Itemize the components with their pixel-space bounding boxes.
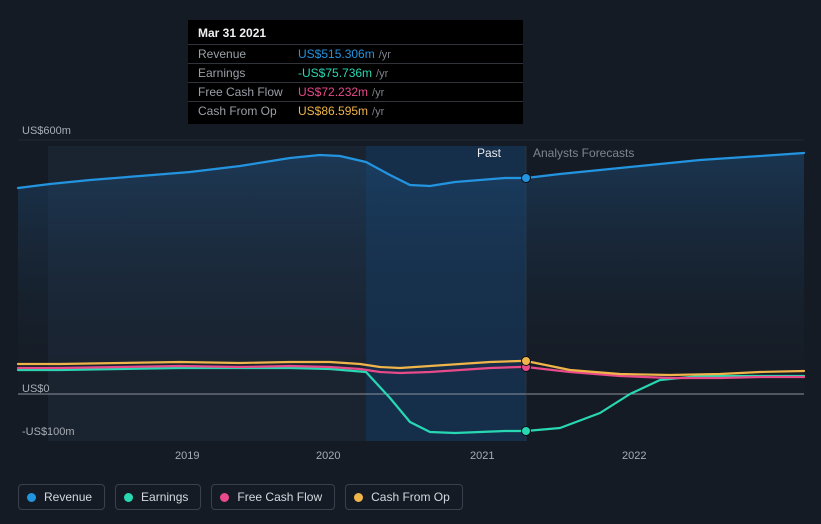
tooltip-row-unit: /yr (372, 106, 384, 118)
tooltip-row: Cash From OpUS$86.595m/yr (188, 101, 523, 120)
y-axis-tick: US$0 (22, 383, 50, 395)
x-axis-tick: 2020 (316, 450, 340, 462)
financial-chart: Mar 31 2021 RevenueUS$515.306m/yrEarning… (0, 0, 821, 524)
tooltip-row-label: Cash From Op (198, 104, 298, 118)
legend-label: Earnings (141, 490, 188, 504)
legend-item-fcf[interactable]: Free Cash Flow (211, 484, 335, 510)
legend-dot (354, 493, 363, 502)
y-axis-tick: -US$100m (22, 426, 75, 438)
tooltip-row-unit: /yr (372, 87, 384, 99)
x-axis-tick: 2022 (622, 450, 646, 462)
legend-item-earnings[interactable]: Earnings (115, 484, 201, 510)
tooltip-date: Mar 31 2021 (188, 26, 523, 44)
legend-item-revenue[interactable]: Revenue (18, 484, 105, 510)
x-axis-tick: 2019 (175, 450, 199, 462)
tooltip-row-value: -US$75.736m (298, 66, 372, 80)
past-section-label: Past (477, 146, 501, 160)
legend-dot (220, 493, 229, 502)
legend-dot (124, 493, 133, 502)
tooltip-row-label: Earnings (198, 66, 298, 80)
tooltip-row-unit: /yr (379, 49, 391, 61)
chart-legend: Revenue Earnings Free Cash Flow Cash From O… (18, 484, 463, 510)
y-axis-tick: US$600m (22, 125, 71, 137)
tooltip-row: RevenueUS$515.306m/yr (188, 44, 523, 63)
tooltip-row-value: US$86.595m (298, 104, 368, 118)
legend-label: Cash From Op (371, 490, 450, 504)
chart-tooltip: Mar 31 2021 RevenueUS$515.306m/yrEarning… (188, 20, 523, 124)
legend-label: Free Cash Flow (237, 490, 322, 504)
legend-item-cfo[interactable]: Cash From Op (345, 484, 463, 510)
tooltip-row-value: US$515.306m (298, 47, 375, 61)
x-axis-tick: 2021 (470, 450, 494, 462)
tooltip-row-label: Revenue (198, 47, 298, 61)
tooltip-row-unit: /yr (376, 68, 388, 80)
legend-dot (27, 493, 36, 502)
tooltip-row: Earnings-US$75.736m/yr (188, 63, 523, 82)
tooltip-row: Free Cash FlowUS$72.232m/yr (188, 82, 523, 101)
tooltip-row-label: Free Cash Flow (198, 85, 298, 99)
legend-label: Revenue (44, 490, 92, 504)
forecast-section-label: Analysts Forecasts (533, 146, 634, 160)
tooltip-row-value: US$72.232m (298, 85, 368, 99)
